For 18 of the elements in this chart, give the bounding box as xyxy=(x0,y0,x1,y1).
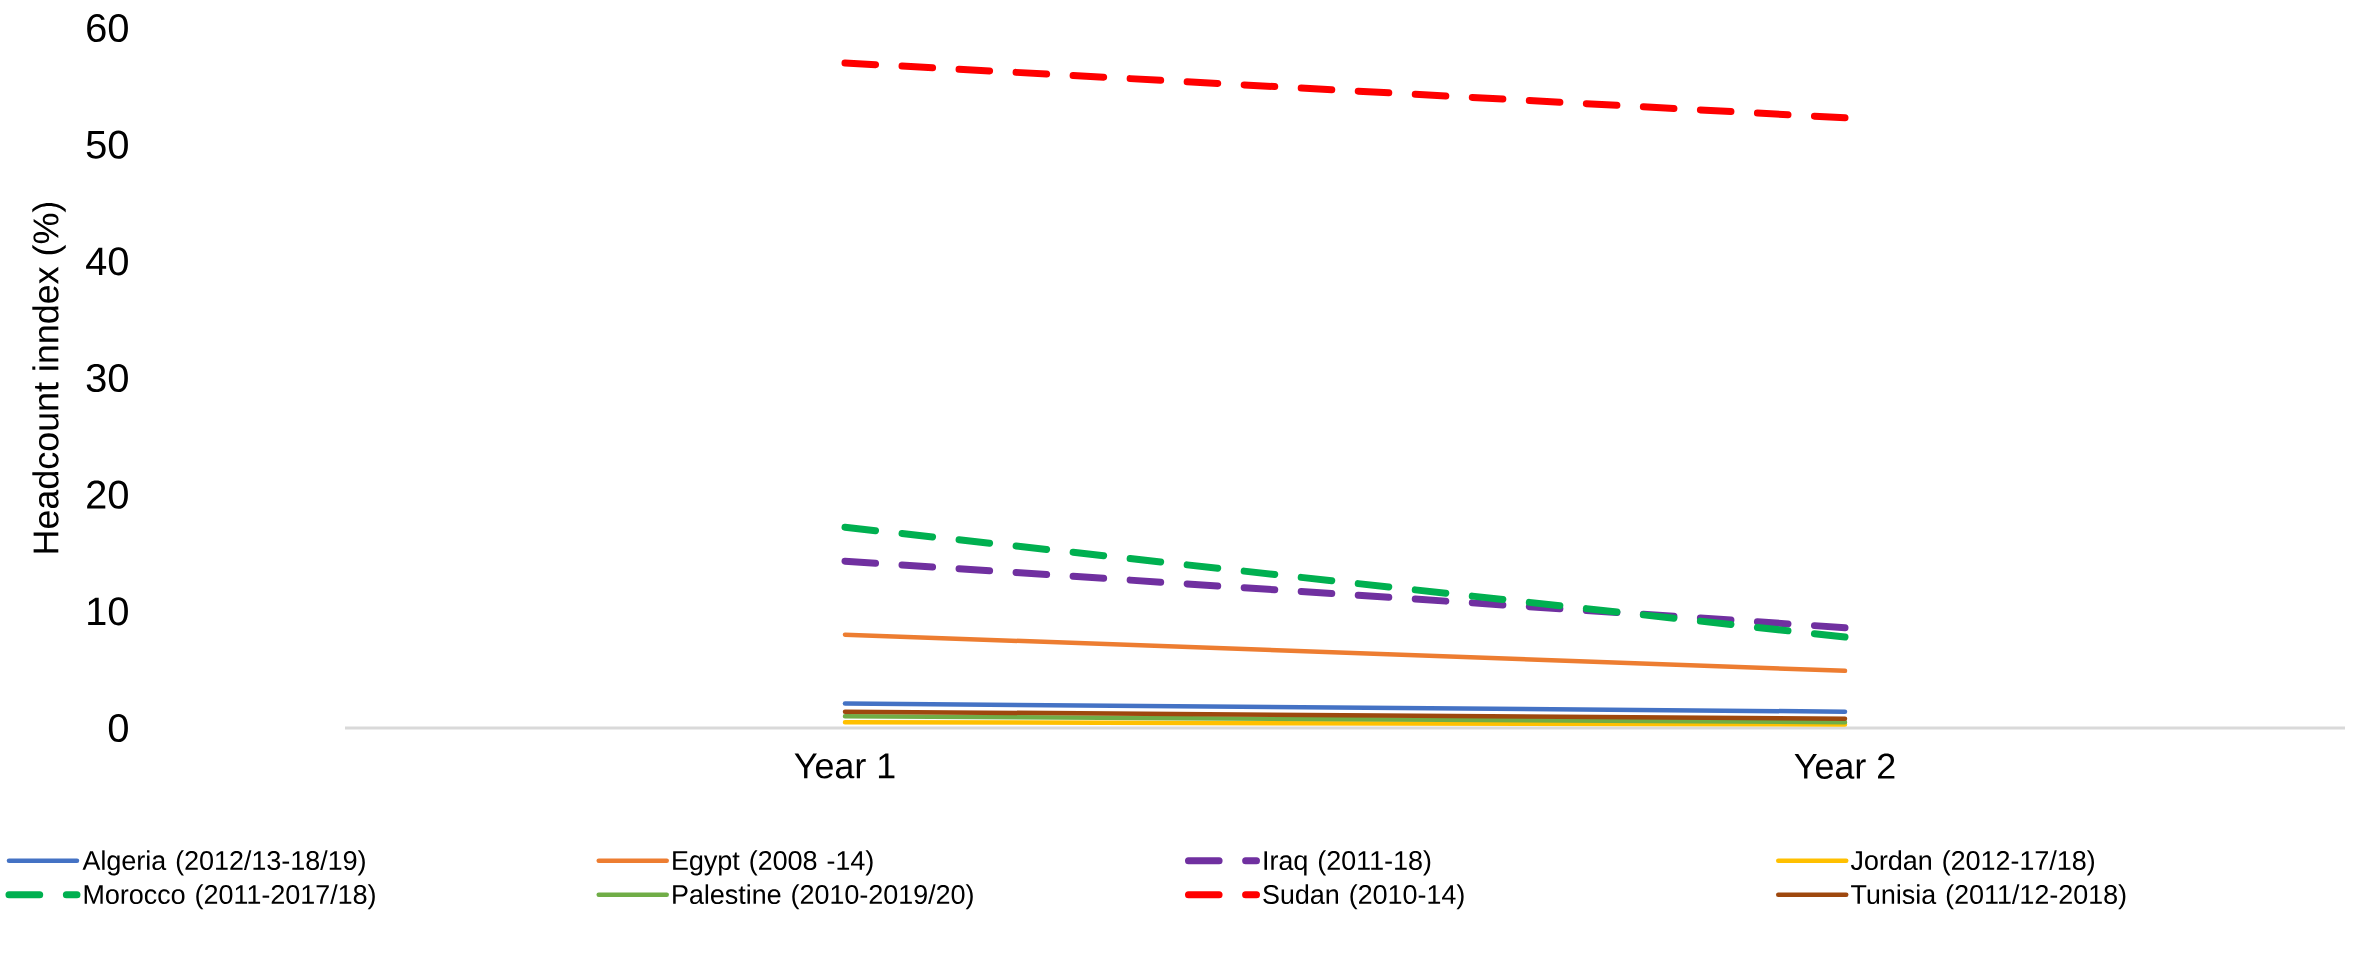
legend-label: Morocco (2011-2017/18) xyxy=(84,884,375,910)
x-tick-label: Year 2 xyxy=(1794,753,1895,779)
y-tick-label: 60 xyxy=(87,13,128,43)
legend-label: Algeria (2012/13-18/19) xyxy=(82,850,365,876)
y-axis-title: Headcount inndex (%) xyxy=(32,202,66,553)
x-tick-label: Year 1 xyxy=(794,753,895,779)
y-tick-label: 50 xyxy=(86,130,128,159)
legend-label: Palestine (2010-2019/20) xyxy=(673,884,973,910)
y-tick-label: 10 xyxy=(88,597,128,626)
legend-label: Sudan (2010-14) xyxy=(1263,884,1464,910)
y-tick-label: 30 xyxy=(86,363,128,393)
legend-label: Egypt (2008 -14) xyxy=(673,850,873,876)
legend-label: Jordan (2012-17/18) xyxy=(1850,850,2094,876)
y-tick-label: 0 xyxy=(108,713,128,743)
y-tick-label: 40 xyxy=(86,247,128,276)
y-tick-label: 20 xyxy=(87,480,128,509)
legend-label: Tunisia (2011/12-2018) xyxy=(1851,884,2126,910)
legend-label: Iraq (2011-18) xyxy=(1264,850,1431,876)
